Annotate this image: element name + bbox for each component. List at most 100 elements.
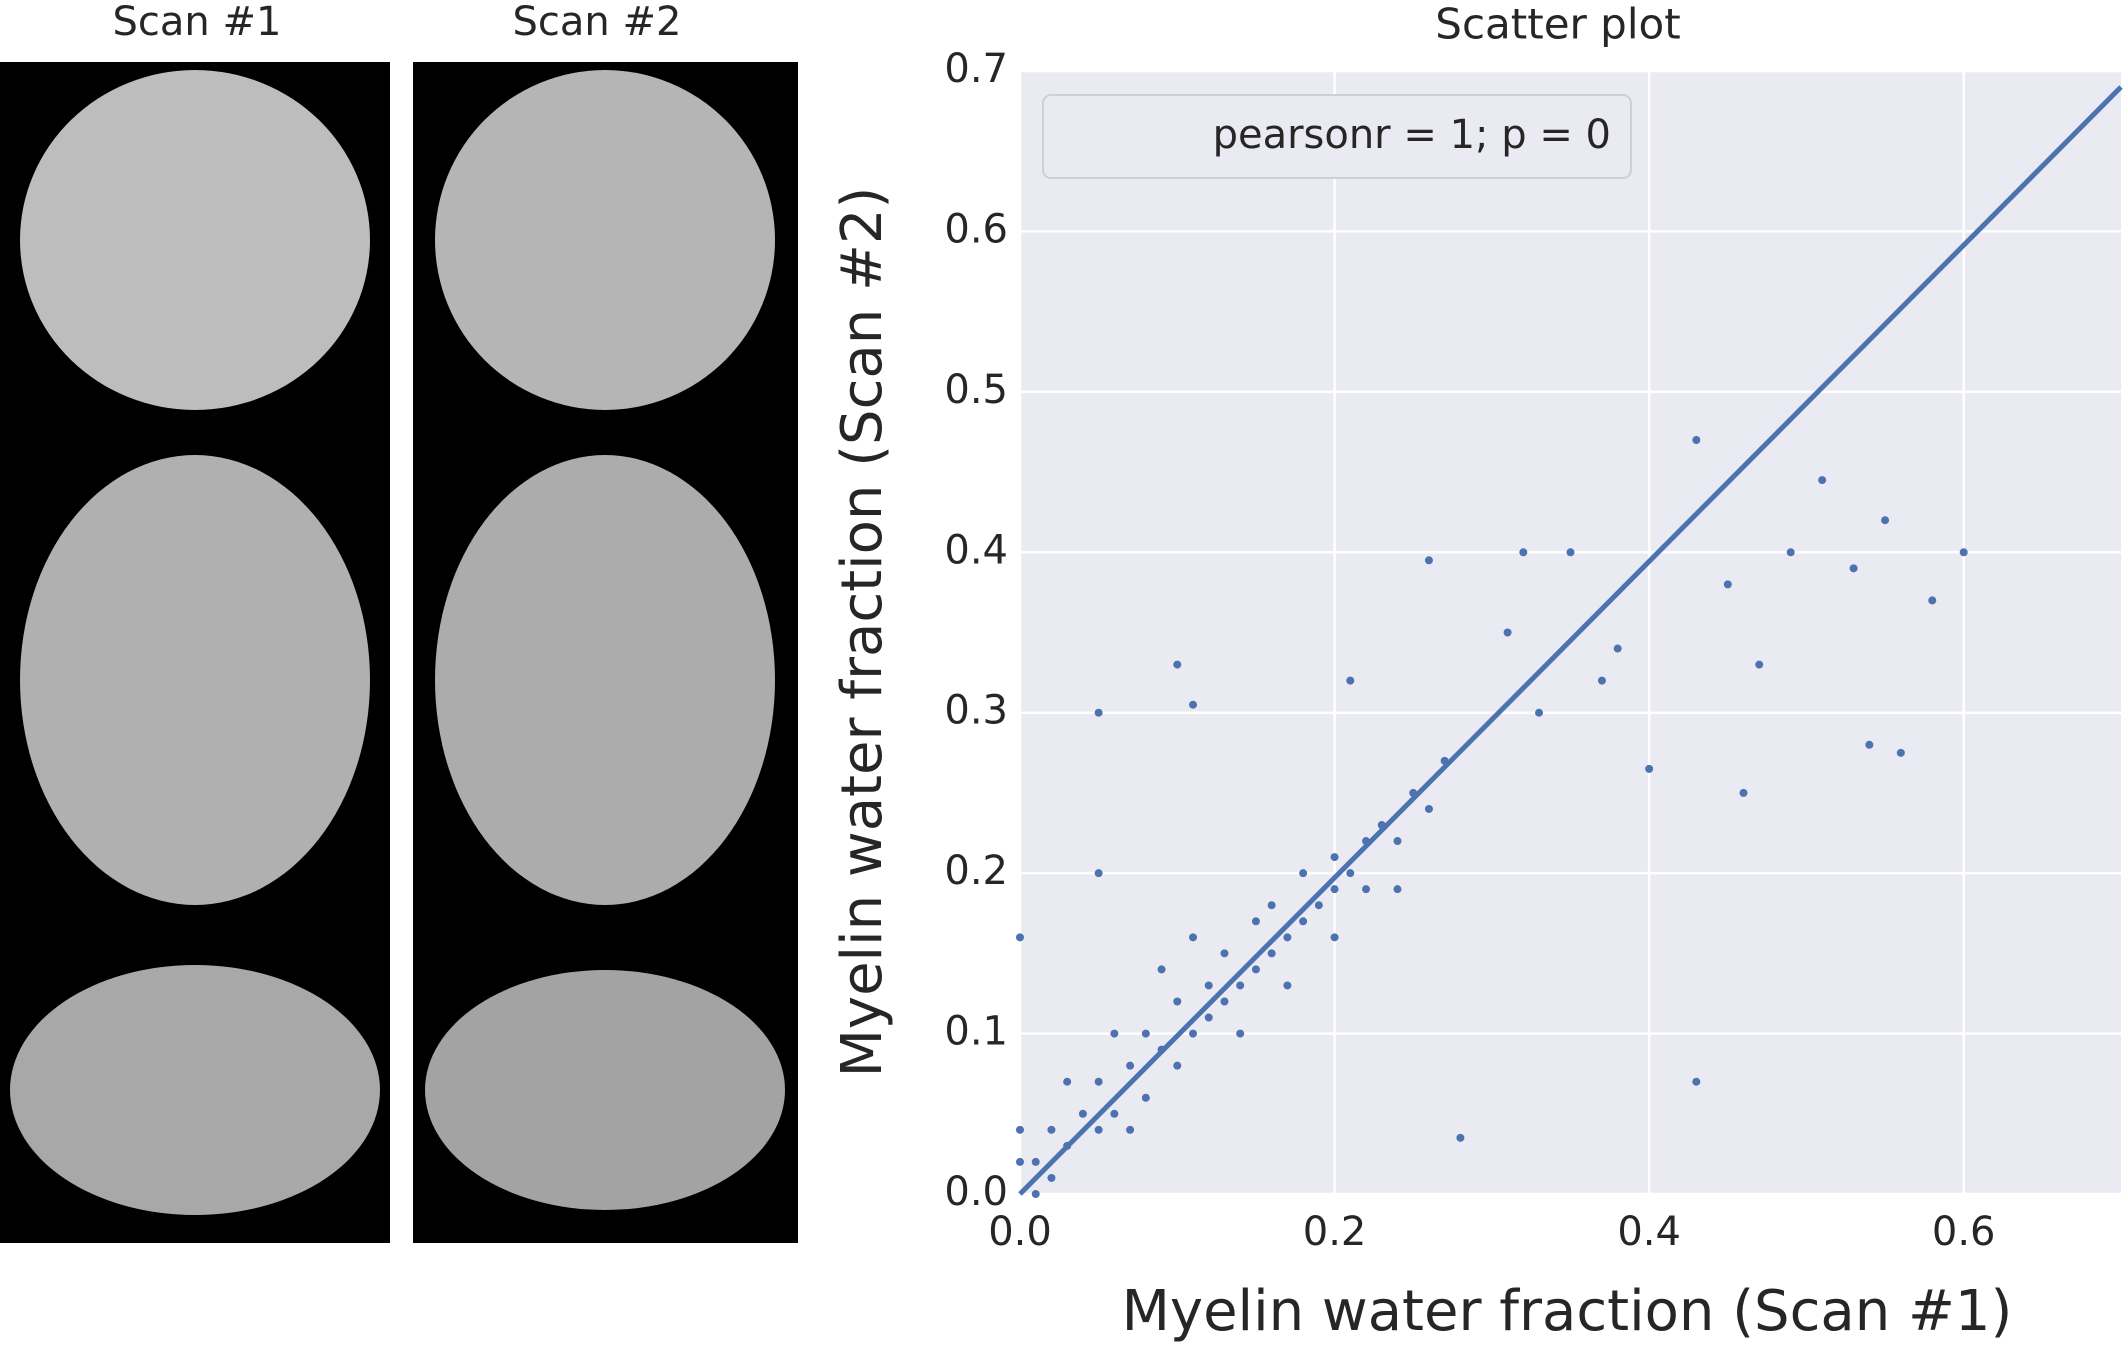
point: [1739, 788, 1748, 797]
point: [1251, 917, 1260, 926]
point: [1519, 548, 1528, 557]
point: [1424, 804, 1433, 813]
point: [1881, 516, 1890, 525]
y-tick-label: 0.5: [944, 367, 1008, 413]
y-tick-label: 0.0: [944, 1169, 1008, 1215]
point: [1204, 981, 1213, 990]
point: [1047, 1125, 1056, 1134]
point: [1959, 548, 1968, 557]
point: [1220, 997, 1229, 1006]
x-tick-label: 0.4: [1617, 1209, 1681, 1255]
point: [1597, 676, 1606, 685]
point: [1362, 885, 1371, 894]
y-axis-label: Myelin water fraction (Scan #2): [830, 187, 895, 1078]
point: [1173, 660, 1182, 669]
point: [1016, 933, 1024, 942]
x-tick-label: 0.2: [1303, 1209, 1367, 1255]
point: [1141, 1093, 1150, 1102]
point: [1094, 708, 1103, 717]
point: [1896, 748, 1905, 757]
point: [1346, 869, 1355, 878]
point: [1299, 917, 1308, 926]
point: [1928, 596, 1937, 605]
point: [1031, 1190, 1040, 1198]
brain-panels: Scan #1 Scan #2: [0, 0, 798, 1243]
point: [1865, 740, 1874, 749]
point: [1173, 997, 1182, 1006]
y-tick-label: 0.7: [944, 46, 1008, 92]
brain-coronal: [20, 70, 370, 410]
point: [1220, 949, 1229, 958]
x-axis-label: Myelin water fraction (Scan #1): [1122, 1279, 2013, 1344]
point: [1031, 1157, 1040, 1166]
point: [1189, 700, 1198, 709]
point: [1283, 933, 1292, 942]
brain-coronal: [435, 70, 775, 410]
point: [1078, 1109, 1087, 1118]
point: [1157, 965, 1166, 974]
point: [1110, 1029, 1119, 1038]
point: [1613, 644, 1622, 653]
point: [1063, 1077, 1072, 1086]
y-tick-label: 0.6: [944, 206, 1008, 252]
point: [1126, 1125, 1135, 1134]
panel-title: Scan #1: [113, 0, 282, 45]
point: [1692, 435, 1701, 444]
brain-axial: [20, 455, 370, 905]
point: [1094, 1077, 1103, 1086]
point: [1016, 1125, 1024, 1134]
y-tick-label: 0.2: [944, 848, 1008, 894]
point: [1189, 933, 1198, 942]
point: [1267, 949, 1276, 958]
point: [1047, 1173, 1056, 1182]
point: [1189, 1029, 1198, 1038]
point: [1393, 885, 1402, 894]
point: [1535, 708, 1544, 717]
point: [1299, 869, 1308, 878]
point: [1645, 764, 1654, 773]
point: [1818, 476, 1827, 485]
point: [1346, 676, 1355, 685]
point: [1283, 981, 1292, 990]
brain-axial: [435, 455, 775, 905]
point: [1204, 1013, 1213, 1022]
point: [1314, 901, 1323, 910]
point: [1094, 1125, 1103, 1134]
chart-title: Scatter plot: [1435, 0, 1680, 49]
x-tick-label: 0.0: [988, 1209, 1052, 1255]
point: [1393, 837, 1402, 846]
point: [1566, 548, 1575, 557]
y-tick-label: 0.1: [944, 1009, 1008, 1055]
point: [1330, 933, 1339, 942]
point: [1755, 660, 1764, 669]
point: [1236, 981, 1245, 990]
legend-box: [1042, 94, 1632, 179]
point: [1786, 548, 1795, 557]
brain-sagittal: [425, 970, 785, 1210]
y-tick-label: 0.3: [944, 688, 1008, 734]
x-tick-label: 0.6: [1932, 1209, 1996, 1255]
point: [1692, 1077, 1701, 1086]
point: [1173, 1061, 1182, 1070]
point: [1849, 564, 1858, 573]
point: [1723, 580, 1732, 589]
point: [1110, 1109, 1119, 1118]
point: [1016, 1157, 1024, 1166]
point: [1236, 1029, 1245, 1038]
panel-title: Scan #2: [513, 0, 682, 45]
point: [1330, 853, 1339, 862]
point: [1141, 1029, 1150, 1038]
point: [1094, 869, 1103, 878]
point: [1267, 901, 1276, 910]
point: [1330, 885, 1339, 894]
y-tick-label: 0.4: [944, 527, 1008, 573]
annotation: pearsonr = 1; p = 0: [1213, 112, 1611, 158]
point: [1424, 556, 1433, 565]
brain-sagittal: [10, 965, 380, 1215]
point: [1126, 1061, 1135, 1070]
fit-line: [1018, 85, 2123, 1196]
point: [1251, 965, 1260, 974]
point: [1456, 1133, 1465, 1142]
point: [1503, 628, 1512, 637]
